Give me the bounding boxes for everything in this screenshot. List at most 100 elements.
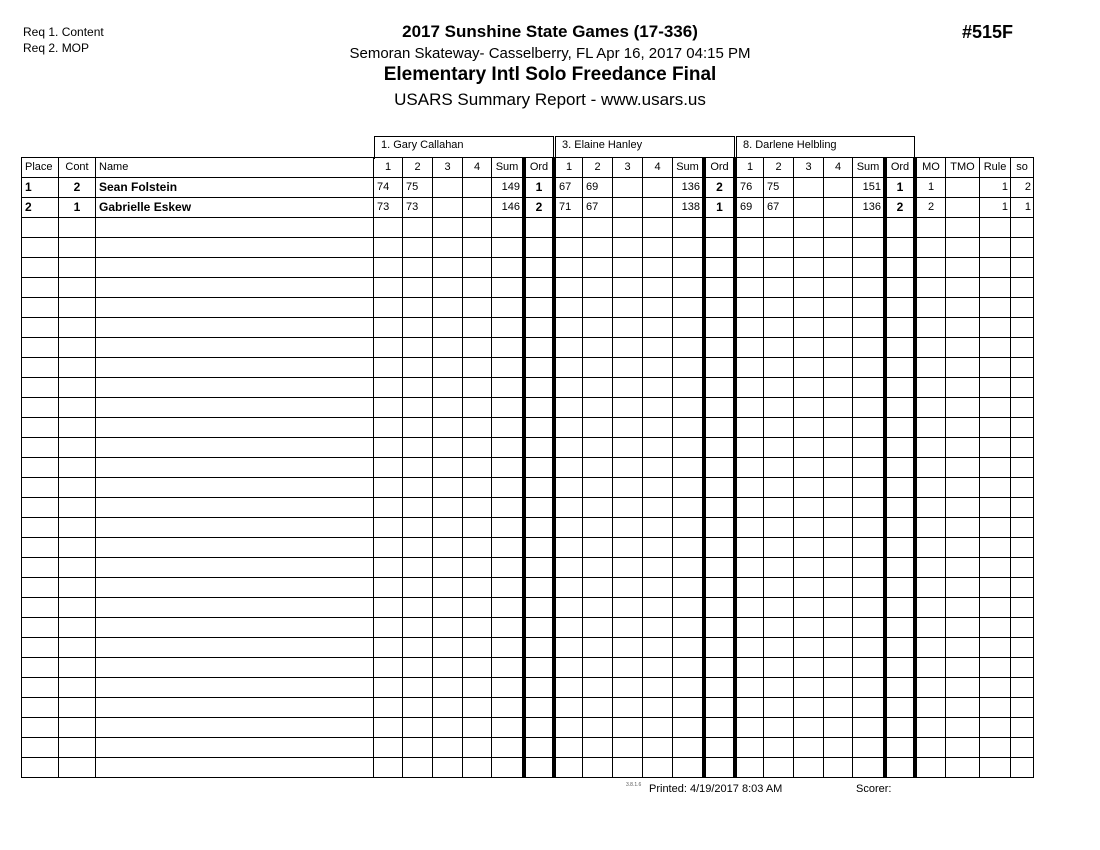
score-cell — [402, 477, 433, 498]
col-header-judge: Ord — [522, 157, 553, 178]
sum-cell — [852, 757, 884, 778]
ordinal-cell — [702, 537, 734, 558]
sum-cell — [852, 657, 884, 678]
score-cell — [402, 217, 433, 238]
name-cell — [95, 557, 374, 578]
score-cell — [642, 377, 673, 398]
cont-cell — [58, 677, 96, 698]
ordinal-cell: 1 — [883, 177, 914, 198]
cont-cell — [58, 437, 96, 458]
score-cell — [823, 517, 853, 538]
place-cell — [21, 757, 59, 778]
score-cell — [793, 717, 824, 738]
sum-cell — [672, 557, 703, 578]
score-cell — [823, 317, 853, 338]
place-cell — [21, 657, 59, 678]
score-cell — [462, 677, 492, 698]
sum-cell — [852, 337, 884, 358]
sum-cell — [672, 217, 703, 238]
score-cell — [642, 497, 673, 518]
score-cell — [612, 577, 643, 598]
score-cell — [733, 357, 764, 378]
score-cell — [612, 537, 643, 558]
score-cell — [552, 237, 583, 258]
score-cell — [552, 497, 583, 518]
score-cell — [402, 557, 433, 578]
score-cell — [823, 557, 853, 578]
score-cell — [642, 617, 673, 638]
extra-cell — [979, 677, 1011, 698]
score-cell — [733, 757, 764, 778]
score-cell — [373, 717, 403, 738]
score-cell — [642, 197, 673, 218]
score-cell — [733, 597, 764, 618]
sum-cell — [672, 577, 703, 598]
score-cell — [552, 717, 583, 738]
extra-cell — [979, 617, 1011, 638]
extra-cell — [1010, 217, 1034, 238]
score-cell — [733, 737, 764, 758]
ordinal-cell — [883, 557, 914, 578]
extra-cell — [979, 697, 1011, 718]
sum-cell — [491, 517, 523, 538]
score-cell — [582, 697, 613, 718]
score-cell — [793, 337, 824, 358]
name-cell — [95, 337, 374, 358]
ordinal-cell — [702, 517, 734, 538]
score-cell — [402, 617, 433, 638]
score-cell — [462, 737, 492, 758]
extra-cell — [1010, 397, 1034, 418]
event-name: Elementary Intl Solo Freedance Final — [383, 64, 717, 85]
sum-cell — [672, 537, 703, 558]
score-cell — [793, 197, 824, 218]
sum-cell — [852, 217, 884, 238]
score-cell — [793, 637, 824, 658]
extra-cell — [945, 377, 980, 398]
name-cell — [95, 437, 374, 458]
ordinal-cell — [522, 257, 553, 278]
ordinal-cell — [522, 517, 553, 538]
score-cell — [552, 557, 583, 578]
extra-cell — [979, 297, 1011, 318]
score-cell — [582, 297, 613, 318]
score-cell — [402, 497, 433, 518]
score-cell — [823, 297, 853, 318]
sum-cell — [491, 397, 523, 418]
score-cell — [763, 357, 794, 378]
col-header-judge: Ord — [883, 157, 914, 178]
place-cell — [21, 457, 59, 478]
extra-cell — [913, 657, 946, 678]
score-cell — [432, 617, 463, 638]
score-cell — [552, 637, 583, 658]
extra-cell — [945, 637, 980, 658]
score-cell — [612, 397, 643, 418]
cont-cell — [58, 577, 96, 598]
score-cell — [642, 417, 673, 438]
col-header-place: Place — [21, 157, 59, 178]
version-label: 3.8.1.6 — [626, 782, 642, 788]
score-cell — [733, 297, 764, 318]
score-cell — [582, 357, 613, 378]
extra-cell — [979, 417, 1011, 438]
name-cell — [95, 577, 374, 598]
score-cell — [373, 257, 403, 278]
judge-header: 3. Elaine Hanley — [555, 136, 735, 159]
score-cell — [793, 437, 824, 458]
sum-cell — [852, 517, 884, 538]
printed-timestamp: Printed: 4/19/2017 8:03 AM — [649, 783, 783, 795]
score-cell — [612, 177, 643, 198]
ordinal-cell — [522, 337, 553, 358]
col-header-judge: 2 — [582, 157, 613, 178]
event-number: #515F — [962, 22, 1014, 42]
ordinal-cell — [702, 357, 734, 378]
sum-cell — [852, 397, 884, 418]
score-cell — [793, 237, 824, 258]
extra-cell — [979, 217, 1011, 238]
name-cell — [95, 297, 374, 318]
score-cell: 69 — [733, 197, 764, 218]
score-cell — [763, 577, 794, 598]
score-cell — [642, 677, 673, 698]
sum-cell — [491, 417, 523, 438]
ordinal-cell — [702, 577, 734, 598]
score-cell — [402, 677, 433, 698]
